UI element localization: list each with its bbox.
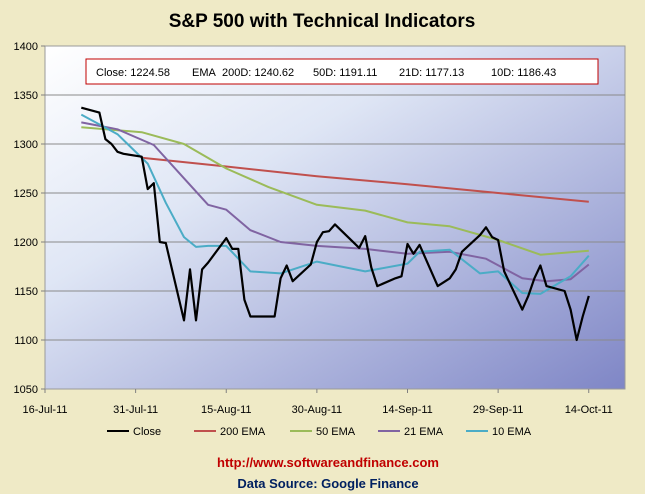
summary-close: Close: 1224.58 (96, 67, 170, 79)
legend-label-50-ema: 50 EMA (316, 426, 356, 438)
summary-50d: 50D: 1191.11 (313, 67, 377, 79)
footer-source: Data Source: Google Finance (237, 476, 418, 491)
legend: Close 200 EMA 50 EMA 21 EMA 10 EMA (107, 426, 532, 438)
series-lines (80, 106, 590, 342)
series-line-close (81, 106, 590, 342)
summary-200d: 200D: 1240.62 (222, 67, 294, 79)
chart-title: S&P 500 with Technical Indicators (169, 11, 476, 32)
footer-url: http://www.softwareandfinance.com (217, 455, 439, 470)
summary-ema-label: EMA (192, 67, 217, 79)
summary-21d: 21D: 1177.13 (399, 67, 464, 79)
x-tick-label: 15-Aug-11 (201, 404, 252, 416)
series-line-200-ema (141, 156, 589, 203)
x-tick-label: 30-Aug-11 (292, 404, 343, 416)
y-axis: 1050 1100 1150 1200 1250 1300 1350 1400 (14, 41, 45, 396)
x-tick-label: 14-Sep-11 (382, 404, 433, 416)
x-tick-label: 14-Oct-11 (565, 404, 613, 416)
legend-label-200-ema: 200 EMA (220, 426, 266, 438)
y-tick-label: 1400 (14, 41, 38, 53)
y-tick-label: 1200 (14, 237, 38, 249)
y-tick-label: 1150 (14, 286, 38, 298)
x-tick-label: 29-Sep-11 (473, 404, 524, 416)
legend-label-close: Close (133, 426, 161, 438)
y-tick-label: 1300 (14, 139, 38, 151)
y-tick-label: 1100 (14, 335, 38, 347)
plot-area (44, 45, 626, 390)
summary-box: Close: 1224.58 EMA 200D: 1240.62 50D: 11… (85, 58, 599, 85)
legend-label-21-ema: 21 EMA (404, 426, 444, 438)
y-tick-label: 1250 (14, 188, 38, 200)
legend-label-10-ema: 10 EMA (492, 426, 532, 438)
y-tick-label: 1350 (14, 90, 38, 102)
x-axis: 16-Jul-11 31-Jul-11 15-Aug-11 30-Aug-11 14-S… (22, 389, 613, 416)
grid-lines (45, 94, 625, 341)
x-tick-label: 31-Jul-11 (113, 404, 158, 416)
series-line-10-ema (80, 113, 590, 295)
summary-10d: 10D: 1186.43 (491, 67, 556, 79)
series-line-50-ema (81, 126, 589, 256)
x-tick-label: 16-Jul-11 (22, 404, 67, 416)
y-tick-label: 1050 (14, 384, 38, 396)
